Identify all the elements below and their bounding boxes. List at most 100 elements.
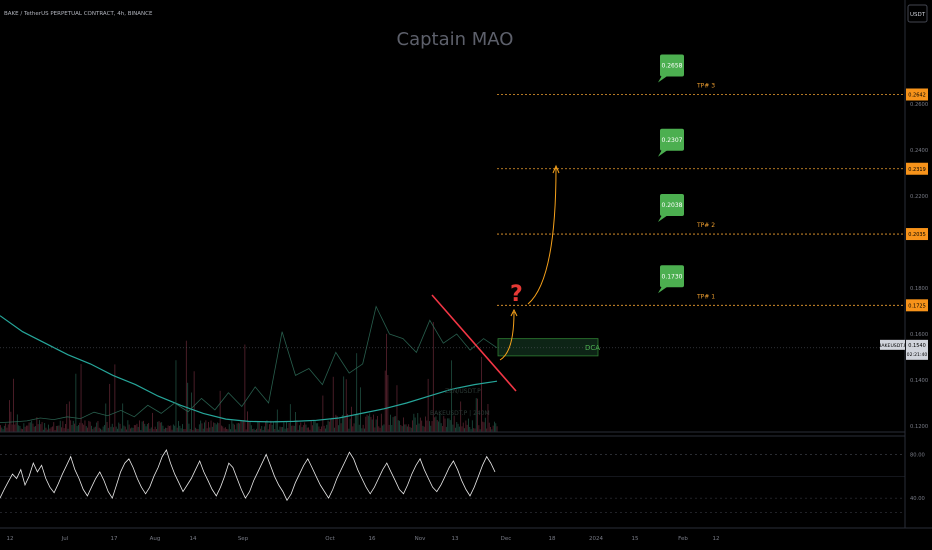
target-bubble-tail [658,149,668,157]
target-bubble [660,194,684,217]
level-axis-box [906,228,928,241]
time-tick-label: 12 [713,536,720,542]
volume-bar [2,429,4,432]
volume-bar [163,428,165,432]
time-tick-label: 18 [549,536,556,542]
volume-bar [1,427,3,432]
volume-bar [150,427,152,432]
price-tick-label: 0.1600 [910,332,928,338]
volume-bar [267,429,269,432]
volume-bar [202,428,204,432]
price-series [0,305,498,423]
volume-bar [291,425,293,432]
volume-bar [269,424,270,432]
volume-bar [66,404,68,432]
volume-bar [120,428,122,432]
volume-bar [332,376,334,432]
volume-bar [22,429,23,432]
volume-bar [222,426,224,432]
volume-bar [494,421,495,432]
time-tick-label: Aug [150,536,161,542]
volume-bar [349,418,351,432]
long-arrow-head [552,164,560,174]
volume-bar [204,422,205,432]
price-tick-label: 0.1800 [910,286,928,292]
volume-bar [74,423,75,432]
volume-bar [253,428,255,432]
volume-bar [436,420,438,432]
volume-bar [276,409,278,432]
target-bubble [660,265,684,288]
target-levels: TP# 3 TP# 2 TP# 1 [497,83,905,306]
volume-bar [487,403,489,432]
time-tick-label: 2024 [589,536,603,542]
volume-bar [76,426,78,432]
volume-bar [254,429,256,432]
volume-bar [111,423,113,432]
volume-bar [362,424,364,432]
volume-bar [327,420,329,432]
question-mark: ? [510,282,523,307]
oscillator-tick-label: 80.00 [910,452,925,458]
target-bubble [660,54,684,77]
volume-bar [299,425,300,432]
volume-bar [132,427,134,432]
volume-bar [330,419,332,432]
volume-bar [98,427,100,432]
volume-bar [174,425,176,432]
volume-bar [227,429,229,432]
volume-bar [107,427,109,432]
volume-bar [243,420,244,432]
volume-bar [104,425,105,432]
volume-bar [462,422,464,432]
volume-bar [482,421,484,432]
volume-bar [416,424,417,432]
volume-bar [54,429,56,432]
time-tick-label: 17 [111,536,118,542]
volume-bar [445,426,447,432]
volume-bar [479,429,481,432]
faint-label: BAKEUSDT.P | 240M [430,410,490,417]
oscillator-grid: 80.00 40.00 [0,452,925,513]
target-bubble-tail [658,286,668,294]
currency-button[interactable]: USDT [907,4,928,23]
volume-bar [252,429,254,432]
volume-bar [79,422,81,432]
volume-bar [102,426,104,432]
volume-bar [344,415,346,432]
volume-bar [469,427,471,432]
volume-bar [293,425,295,432]
volume-bar [156,428,157,432]
volume-bar [490,426,491,432]
volume-bar [309,429,311,432]
volume-bar [460,401,462,432]
volume-bar [390,414,391,432]
volume-bar [211,426,213,432]
volume-bar [414,417,416,432]
volume-bar [176,427,178,432]
volume-bar [31,420,33,432]
current-price-box [906,339,928,360]
target-bubble-label: 0.2658 [662,63,683,70]
volume-bar [115,426,117,432]
volume-bar [75,373,77,432]
faint-label: ZEN/USDT.P [445,388,481,395]
volume-bar [235,429,237,432]
volume-bar [367,415,369,432]
volume-bar [206,428,208,432]
volume-bars [0,322,498,432]
volume-bar [378,426,380,432]
volume-bar [159,422,161,432]
volume-bar [345,379,347,432]
volume-bar [9,400,10,432]
volume-bar [165,427,166,432]
volume-bar [391,425,393,432]
volume-bar [16,414,18,432]
volume-bar [87,427,88,432]
volume-bar [228,424,230,432]
volume-bar [388,424,390,432]
price-tick-label: 0.1200 [910,424,928,430]
volume-bar [353,423,355,432]
volume-bar [35,426,36,432]
